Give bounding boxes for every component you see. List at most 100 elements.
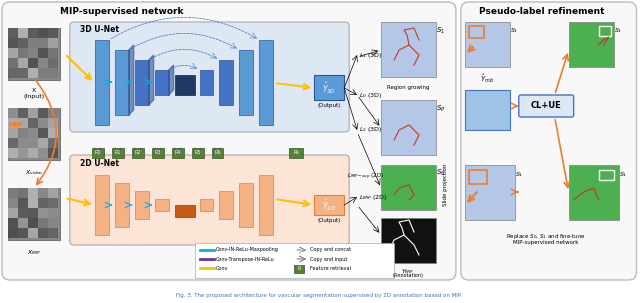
Bar [48, 188, 58, 198]
Bar [48, 208, 58, 218]
Bar [48, 48, 58, 58]
FancyBboxPatch shape [2, 2, 456, 280]
Text: Feature retrieval: Feature retrieval [310, 267, 351, 271]
Bar [220, 191, 234, 219]
Bar [28, 48, 38, 58]
Text: $\hat{Y}_{2D}$: $\hat{Y}_{2D}$ [322, 197, 336, 213]
Bar [38, 28, 48, 38]
Bar [48, 28, 58, 38]
Bar [8, 108, 60, 160]
Bar [38, 138, 48, 148]
Bar [48, 118, 58, 128]
Bar [38, 58, 48, 68]
Bar [115, 183, 129, 227]
Text: $L_0$ (3D): $L_0$ (3D) [359, 91, 382, 99]
Text: Slide projection: Slide projection [444, 164, 449, 206]
Bar [48, 58, 58, 68]
Bar [155, 70, 168, 95]
Text: Copy and input: Copy and input [310, 257, 348, 261]
Bar [48, 228, 58, 238]
Bar [8, 28, 60, 80]
Bar [598, 170, 614, 180]
Text: $\hat{Y}_{mb}$: $\hat{Y}_{mb}$ [480, 72, 494, 85]
Bar [38, 128, 48, 138]
Bar [48, 38, 58, 48]
Text: $L_1$ (3D): $L_1$ (3D) [359, 51, 382, 59]
Text: $\hat{Y}_{3D}$: $\hat{Y}_{3D}$ [323, 80, 336, 96]
Text: $S_1$: $S_1$ [614, 26, 622, 35]
Text: Conv-IN-ReLu-Maxpooling: Conv-IN-ReLu-Maxpooling [216, 248, 278, 252]
Bar [381, 22, 436, 77]
Bar [200, 70, 214, 95]
Bar [28, 58, 38, 68]
Text: Pseudo-label refinement: Pseudo-label refinement [479, 8, 604, 16]
Bar [469, 26, 484, 38]
FancyBboxPatch shape [70, 155, 349, 245]
Text: $L_{MIP-sup}$ (2D): $L_{MIP-sup}$ (2D) [347, 172, 384, 182]
Bar [8, 138, 18, 148]
Bar [48, 148, 58, 158]
FancyBboxPatch shape [519, 95, 573, 117]
Text: Conv: Conv [216, 265, 228, 271]
Bar [8, 68, 18, 78]
Bar [18, 218, 28, 228]
Bar [8, 218, 18, 228]
Bar [155, 199, 168, 211]
Text: R0: R0 [95, 151, 101, 155]
Bar [38, 188, 48, 198]
Bar [175, 205, 195, 217]
Text: 2D U-Net: 2D U-Net [80, 158, 119, 168]
Bar [112, 148, 124, 158]
Bar [191, 148, 204, 158]
Bar [28, 148, 38, 158]
Text: $S_P$: $S_P$ [436, 104, 445, 114]
Text: $L_{MIP}$ (2D): $L_{MIP}$ (2D) [359, 192, 388, 201]
Bar [469, 170, 487, 184]
Bar [18, 108, 28, 118]
Bar [18, 208, 28, 218]
Bar [38, 68, 48, 78]
Bar [8, 128, 18, 138]
Bar [38, 228, 48, 238]
Bar [132, 148, 143, 158]
Bar [38, 208, 48, 218]
Bar [18, 128, 28, 138]
Bar [8, 38, 18, 48]
Bar [8, 108, 18, 118]
Bar [8, 118, 18, 128]
Bar [28, 118, 38, 128]
Polygon shape [168, 65, 173, 95]
Bar [134, 60, 148, 105]
Text: R: R [298, 267, 301, 271]
Bar [48, 108, 58, 118]
Bar [314, 195, 344, 215]
Bar [294, 265, 304, 273]
Bar [152, 148, 164, 158]
Bar [569, 22, 614, 67]
Bar [8, 28, 18, 38]
Bar [48, 128, 58, 138]
Text: R4: R4 [174, 151, 181, 155]
Bar [8, 208, 18, 218]
Bar [18, 198, 28, 208]
Bar [28, 208, 38, 218]
Text: R6: R6 [214, 151, 221, 155]
Text: R₀: R₀ [293, 151, 300, 155]
Text: 3D U-Net: 3D U-Net [80, 25, 119, 35]
Bar [314, 75, 344, 100]
Text: R2: R2 [134, 151, 141, 155]
Bar [48, 138, 58, 148]
FancyBboxPatch shape [70, 22, 349, 132]
Bar [95, 175, 109, 235]
Text: $X_{MIP}$: $X_{MIP}$ [27, 248, 41, 257]
Bar [134, 191, 148, 219]
Bar [28, 228, 38, 238]
Bar [38, 198, 48, 208]
Bar [8, 198, 18, 208]
Bar [38, 48, 48, 58]
Bar [465, 165, 515, 220]
Bar [18, 38, 28, 48]
Bar [381, 218, 436, 263]
Bar [18, 188, 28, 198]
Bar [18, 148, 28, 158]
